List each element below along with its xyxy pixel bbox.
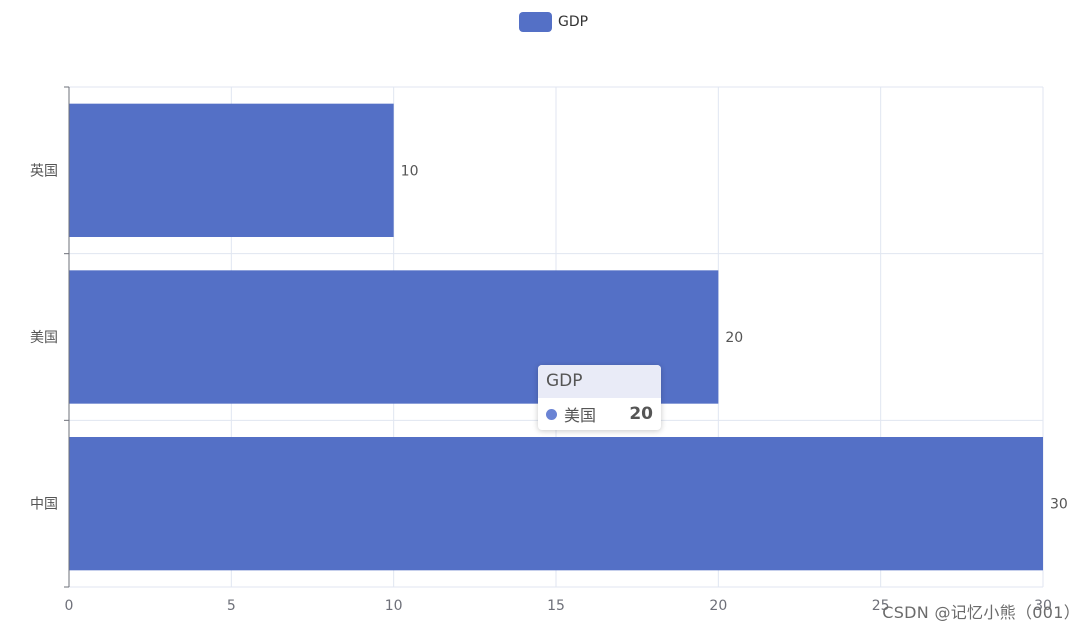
watermark: CSDN @记忆小熊（001） xyxy=(882,603,1080,622)
x-tick-label: 25 xyxy=(872,598,890,614)
tooltip-item: 美国 20 xyxy=(538,398,661,430)
y-tick-label: 美国 xyxy=(30,330,58,346)
tooltip-item-value: 20 xyxy=(629,404,653,424)
tooltip-item-label: 美国 xyxy=(564,406,597,425)
legend-swatch xyxy=(519,12,552,32)
x-tick-label: 15 xyxy=(547,598,565,614)
bar xyxy=(69,437,1043,571)
data-label: 10 xyxy=(401,163,419,179)
x-tick-label: 5 xyxy=(227,598,236,614)
data-label: 30 xyxy=(1050,497,1068,513)
data-label: 20 xyxy=(725,330,743,346)
legend[interactable]: GDP xyxy=(519,10,588,34)
bar xyxy=(69,103,394,238)
x-tick-label: 20 xyxy=(709,598,727,614)
x-tick-label: 30 xyxy=(1034,598,1052,614)
x-tick-label: 0 xyxy=(65,598,74,614)
tooltip-title: GDP xyxy=(538,365,661,398)
y-tick-label: 英国 xyxy=(30,162,58,179)
tooltip: GDP 美国 20 xyxy=(538,365,661,430)
y-tick-label: 中国 xyxy=(30,497,58,513)
legend-label: GDP xyxy=(558,14,589,30)
x-tick-label: 10 xyxy=(385,598,403,614)
tooltip-series-dot xyxy=(546,408,557,420)
